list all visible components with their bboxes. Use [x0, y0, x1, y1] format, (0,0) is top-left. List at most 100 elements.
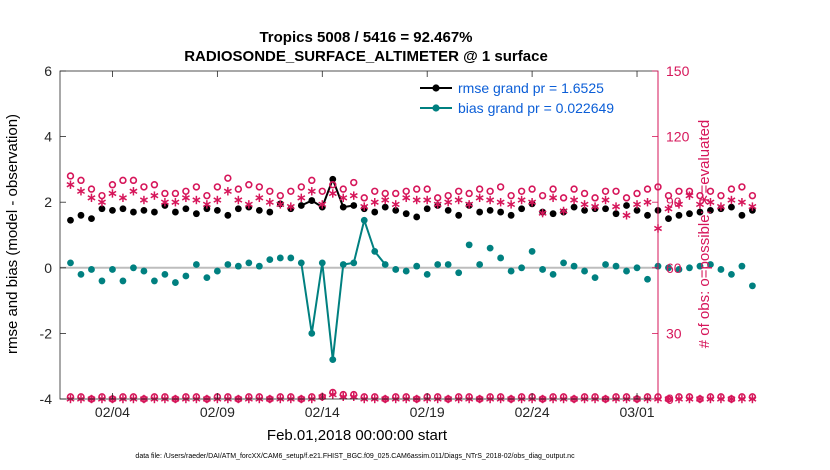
data-point [140, 207, 148, 214]
evaluated-point [171, 198, 180, 207]
data-point [109, 266, 116, 273]
evaluated-point [318, 200, 327, 209]
star-stroke [97, 199, 106, 205]
data-point [507, 211, 515, 219]
data-point [130, 208, 137, 216]
evaluated-point-bottom [727, 394, 736, 404]
y-tick-label-left: 0 [44, 260, 52, 276]
data-point [528, 248, 536, 255]
data-point [392, 266, 400, 273]
star-stroke [339, 394, 348, 400]
possible-point [108, 181, 117, 189]
possible-point [203, 191, 211, 200]
chart-title: Tropics 5008 / 5416 = 92.467% [259, 29, 472, 46]
possible-point [454, 187, 463, 195]
y-tick-label-right: 150 [666, 63, 690, 79]
data-point [371, 248, 379, 255]
data-point [182, 205, 190, 213]
evaluated-point [244, 200, 253, 209]
data-point [350, 202, 358, 209]
evaluated-point [213, 195, 222, 205]
data-point [434, 261, 442, 268]
star-stroke [244, 201, 253, 208]
evaluated-point [118, 193, 127, 203]
possible-point [182, 187, 190, 195]
evaluated-point [66, 180, 75, 189]
data-point [644, 211, 651, 219]
data-point [98, 205, 106, 213]
evaluated-point-bottom [685, 394, 694, 404]
data-point [130, 264, 137, 272]
star-stroke [286, 203, 295, 210]
possible-point [77, 176, 85, 185]
possible-point [643, 185, 652, 193]
data-point [119, 277, 127, 285]
star-stroke [234, 197, 243, 203]
data-point [297, 259, 305, 267]
data-point [109, 207, 116, 214]
possible-point [496, 183, 505, 191]
evaluated-point [580, 200, 589, 209]
data-point [591, 274, 599, 282]
data-point [266, 208, 274, 216]
star-stroke [716, 396, 725, 402]
evaluated-point [496, 198, 505, 207]
data-point [381, 203, 389, 211]
star-stroke [202, 201, 211, 208]
star-stroke [339, 195, 348, 201]
data-point [665, 215, 672, 223]
star-stroke [695, 201, 704, 208]
star-stroke [727, 197, 736, 203]
evaluated-point [223, 187, 232, 196]
possible-point [622, 194, 631, 202]
evaluated-point [674, 200, 683, 209]
possible-point [570, 185, 578, 193]
data-point [192, 210, 200, 218]
star-stroke [391, 201, 400, 208]
star-stroke [591, 203, 600, 210]
star-stroke [706, 199, 715, 205]
star-stroke [66, 181, 75, 188]
star-stroke [465, 201, 474, 208]
x-tick-label: 02/14 [305, 404, 340, 420]
evaluated-point [622, 211, 631, 220]
possible-point [612, 187, 620, 195]
star-stroke [612, 203, 621, 210]
star-stroke [716, 203, 725, 210]
plot-area [60, 172, 757, 404]
data-point [413, 262, 421, 270]
star-stroke [444, 199, 453, 205]
possible-point [87, 185, 96, 193]
legend-label-rmse: rmse grand pr = 1.6525 [458, 80, 604, 96]
y-tick-label-right: 60 [666, 260, 682, 276]
possible-point [675, 187, 683, 195]
data-point [633, 207, 641, 214]
star-stroke [360, 203, 369, 210]
evaluated-point [475, 193, 484, 203]
data-point [224, 211, 232, 219]
data-point [444, 207, 452, 214]
star-stroke [674, 201, 683, 208]
data-point [392, 207, 400, 214]
star-stroke [223, 188, 232, 195]
x-tick-label: 02/24 [515, 404, 550, 420]
data-point [728, 270, 735, 278]
data-point [172, 279, 179, 286]
star-stroke [76, 188, 85, 195]
data-point [402, 210, 410, 218]
evaluated-point [591, 202, 600, 211]
data-point [602, 261, 609, 268]
star-stroke [559, 208, 568, 214]
evaluated-point [265, 198, 274, 207]
possible-point [402, 187, 410, 195]
possible-point [360, 194, 368, 202]
possible-point [538, 191, 547, 200]
star-stroke [297, 195, 306, 201]
possible-point [287, 187, 295, 195]
star-stroke [318, 201, 327, 208]
evaluated-point-bottom [674, 394, 683, 404]
star-stroke [706, 396, 715, 402]
star-stroke [580, 201, 589, 208]
evaluated-point [570, 195, 579, 205]
y-tick-label-right: 0 [666, 391, 674, 407]
